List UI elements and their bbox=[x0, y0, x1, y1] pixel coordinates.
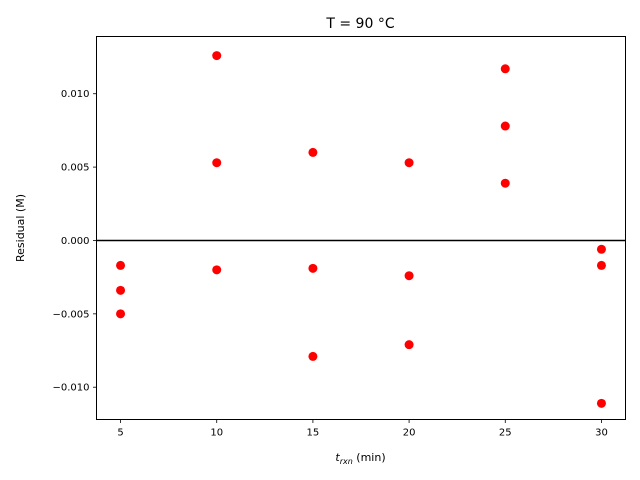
data-point bbox=[116, 285, 126, 295]
y-tick-label: −0.005 bbox=[52, 309, 89, 320]
data-point bbox=[596, 260, 606, 270]
x-tick-label: 10 bbox=[210, 428, 223, 439]
x-tick-label: 15 bbox=[307, 428, 320, 439]
data-point bbox=[212, 158, 222, 168]
y-tick-label: 0.005 bbox=[61, 163, 90, 174]
y-axis-label: Residual (M) bbox=[14, 194, 27, 262]
data-point bbox=[308, 263, 318, 273]
x-axis-ticks: 5 10 15 20 25 30 bbox=[117, 419, 608, 439]
y-tick-label: 0.000 bbox=[61, 236, 90, 247]
chart-title: T = 90 °C bbox=[325, 16, 394, 32]
data-point bbox=[404, 340, 414, 350]
data-point bbox=[308, 351, 318, 361]
data-point bbox=[596, 244, 606, 254]
data-points bbox=[116, 51, 606, 408]
y-tick-label: 0.010 bbox=[61, 89, 90, 100]
data-point bbox=[116, 309, 126, 319]
data-point bbox=[404, 271, 414, 281]
x-tick-label: 30 bbox=[595, 428, 608, 439]
x-tick-label: 25 bbox=[499, 428, 512, 439]
data-point bbox=[308, 147, 318, 157]
x-axis-label: trxn (min) bbox=[335, 451, 385, 466]
x-tick-label: 20 bbox=[403, 428, 416, 439]
data-point bbox=[212, 265, 222, 275]
data-point bbox=[116, 260, 126, 270]
plot-frame bbox=[96, 36, 626, 420]
y-axis-ticks: −0.010 −0.005 0.000 0.005 0.010 bbox=[52, 89, 97, 394]
x-tick-label: 5 bbox=[117, 428, 123, 439]
data-point bbox=[500, 178, 510, 188]
data-point bbox=[500, 121, 510, 131]
data-point bbox=[404, 158, 414, 168]
data-point bbox=[596, 398, 606, 408]
plot-area bbox=[96, 36, 626, 420]
x-axis-label-unit: (min) bbox=[353, 451, 386, 464]
data-point bbox=[212, 51, 222, 61]
x-axis-label-main: t bbox=[335, 451, 340, 464]
x-axis-label-subscript: rxn bbox=[340, 457, 353, 466]
data-point bbox=[500, 64, 510, 74]
y-tick-label: −0.010 bbox=[52, 383, 89, 394]
